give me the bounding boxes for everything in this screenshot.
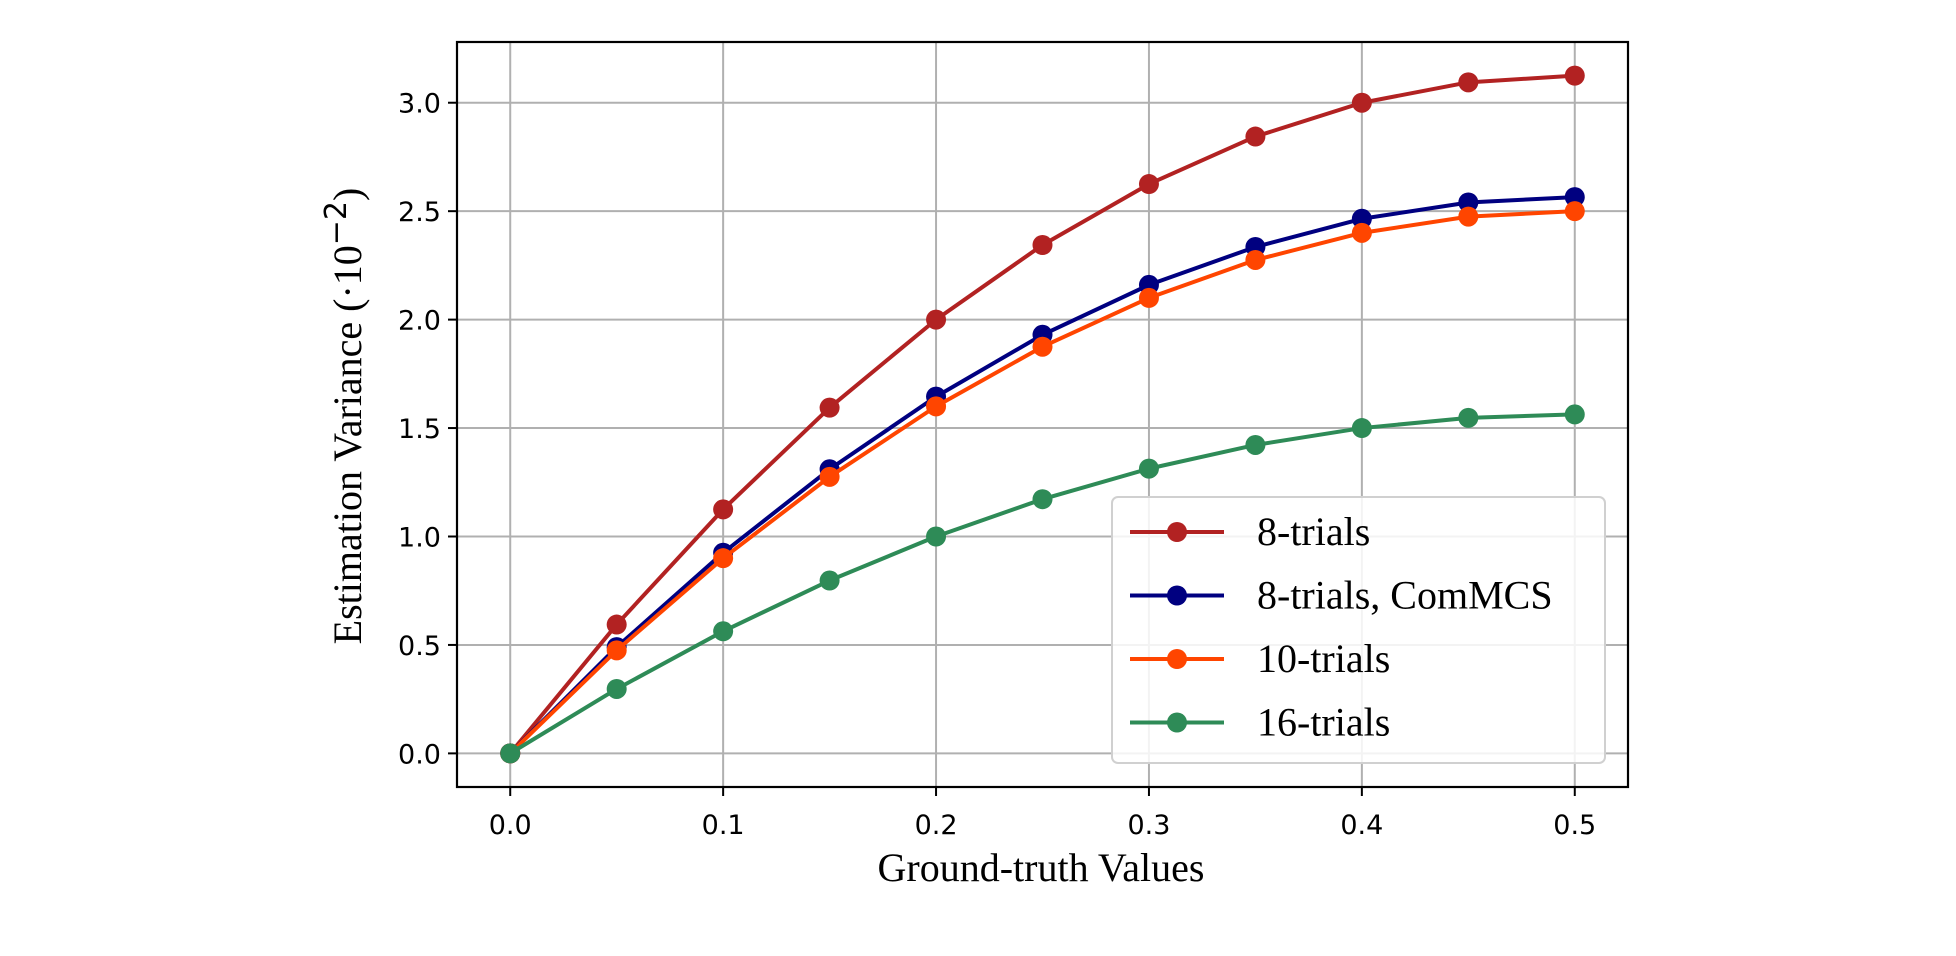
plot-frame: [455, 40, 1630, 789]
data-point: [1351, 208, 1372, 229]
data-point: [926, 309, 947, 330]
legend-item: 8-trials, ComMCS: [1130, 573, 1553, 618]
legend-item: 10-trials: [1130, 636, 1390, 681]
data-point: [1138, 458, 1159, 479]
y-tick-label: 0.0: [398, 739, 441, 770]
data-point: [819, 397, 840, 418]
y-tick-label: 3.0: [398, 89, 441, 120]
legend-item: 16-trials: [1130, 700, 1390, 745]
x-tick-label: 0.4: [1340, 810, 1383, 841]
data-point: [1245, 126, 1266, 147]
data-point: [1032, 336, 1053, 357]
y-axis-label-main: Estimation Variance (·10: [325, 245, 370, 644]
legend-swatch-marker: [1167, 649, 1187, 669]
series-group: [500, 65, 1585, 764]
y-axis-label: Estimation Variance (·10−2): [319, 188, 370, 645]
legend-label: 16-trials: [1257, 700, 1390, 745]
legend-swatch-marker: [1167, 585, 1187, 606]
legend-item: 8-trials: [1130, 509, 1370, 554]
data-point: [500, 743, 521, 764]
legend-label: 8-trials, ComMCS: [1257, 573, 1553, 618]
data-point: [926, 526, 947, 547]
series-1: [500, 65, 1585, 764]
y-tick-label: 1.0: [398, 522, 441, 553]
y-axis-label-exponent: −2: [319, 201, 354, 245]
data-point: [713, 621, 734, 642]
data-point: [1032, 235, 1053, 256]
x-tick-label: 0.3: [1127, 810, 1170, 841]
x-tick-label: 0.5: [1553, 810, 1596, 841]
y-axis-label-close: ): [325, 188, 370, 201]
y-tick-label: 1.5: [398, 414, 441, 445]
data-point: [926, 396, 947, 417]
data-point: [1564, 404, 1585, 425]
data-point: [1458, 407, 1479, 428]
legend-label: 8-trials: [1257, 509, 1370, 554]
data-point: [1245, 249, 1266, 270]
data-point: [1245, 434, 1266, 455]
data-point: [819, 466, 840, 487]
y-tick-label: 2.5: [398, 197, 441, 228]
x-tick-label: 0.0: [489, 810, 532, 841]
data-point: [1351, 92, 1372, 113]
data-point: [1351, 418, 1372, 439]
legend-swatch-marker: [1167, 712, 1187, 733]
legend: 8-trials 8-trials, ComMCS 10-trials 16-tria…: [1111, 496, 1606, 764]
series-4: [500, 404, 1585, 764]
y-tick-label: 2.0: [398, 306, 441, 337]
x-axis-label: Ground-truth Values: [878, 845, 1205, 890]
x-tick-label: 0.1: [702, 810, 745, 841]
data-point: [1351, 222, 1372, 243]
data-point: [1564, 187, 1585, 208]
data-point: [1458, 72, 1479, 93]
legend-box: [1111, 496, 1606, 764]
data-point: [1564, 201, 1585, 222]
data-point: [606, 614, 627, 635]
data-point: [713, 499, 734, 520]
data-point: [1138, 287, 1159, 308]
y-axis-ticks: 0.0 0.5 1.0 1.5 2.0 2.5 3.0: [398, 89, 457, 770]
data-point: [819, 570, 840, 591]
data-point: [606, 678, 627, 699]
data-point: [1458, 192, 1479, 213]
series-3: [500, 201, 1585, 764]
data-point: [1138, 174, 1159, 195]
data-point: [713, 548, 734, 569]
data-point: [1564, 65, 1585, 86]
data-point: [606, 640, 627, 661]
data-point: [1032, 489, 1053, 510]
x-tick-label: 0.2: [915, 810, 958, 841]
legend-swatch-marker: [1167, 522, 1187, 542]
x-axis-ticks: 0.0 0.1 0.2 0.3 0.4 0.5: [489, 787, 1596, 841]
legend-label: 10-trials: [1257, 636, 1390, 681]
y-tick-label: 0.5: [398, 631, 441, 662]
data-point: [1458, 206, 1479, 227]
